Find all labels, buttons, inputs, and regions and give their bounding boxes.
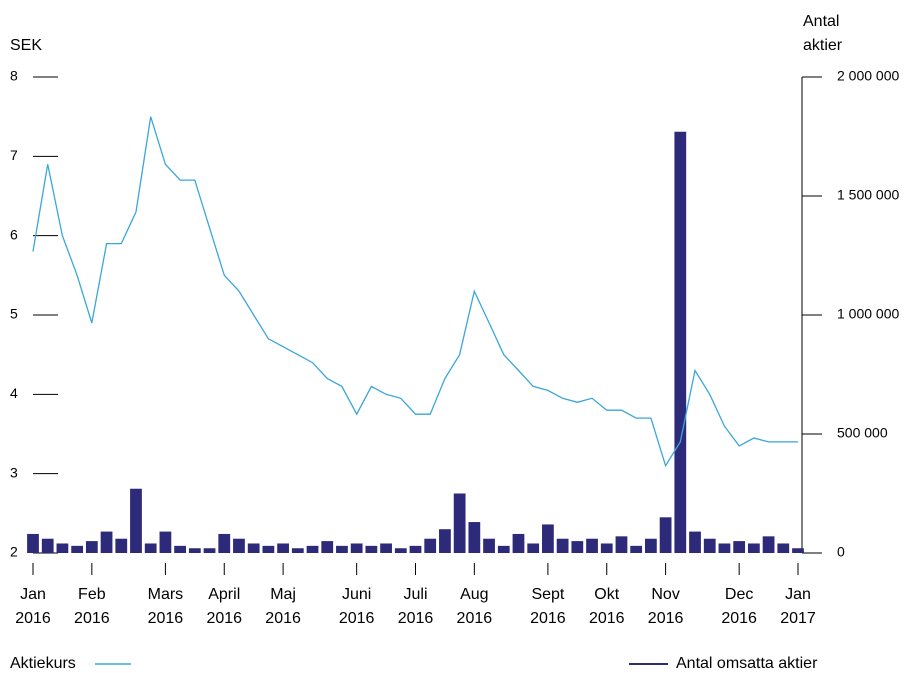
x-tick-label: Maj 2016 — [265, 586, 301, 627]
legend-label: Antal omsatta aktier — [676, 655, 818, 672]
bar — [424, 538, 437, 553]
bar — [174, 545, 186, 553]
legend-label: Aktiekurs — [10, 655, 76, 672]
bar — [689, 531, 701, 553]
x-tick-label: Juni 2016 — [339, 586, 375, 627]
bar — [336, 545, 348, 553]
bar — [306, 545, 319, 553]
y-tick-label: 6 — [10, 226, 18, 242]
bar — [674, 131, 687, 554]
bar — [41, 538, 54, 553]
y2-axis-title: Antal aktier — [803, 13, 843, 54]
y-tick-label: 5 — [10, 306, 18, 322]
bar — [571, 541, 584, 553]
y-tick-label: 2 — [10, 544, 18, 560]
bar — [71, 545, 84, 553]
bar — [56, 543, 69, 553]
bar — [365, 545, 378, 553]
bar — [645, 538, 657, 553]
bar — [600, 543, 613, 553]
bar — [394, 548, 407, 553]
bar — [659, 517, 672, 553]
bar — [747, 543, 760, 553]
y-tick-label: 3 — [10, 464, 18, 480]
bar — [792, 548, 804, 553]
bar — [85, 541, 98, 553]
y2-tick-label: 2 000 000 — [837, 68, 899, 84]
bar — [527, 543, 540, 553]
bar — [321, 541, 334, 553]
bar — [159, 531, 172, 553]
bar — [247, 543, 260, 553]
bar — [130, 488, 142, 553]
x-tick-label: Juli 2016 — [398, 586, 434, 627]
bar — [542, 524, 554, 553]
y2-tick-label: 0 — [837, 544, 845, 560]
x-tick-label: Mars 2016 — [148, 586, 184, 627]
x-tick-label: Sept 2016 — [530, 586, 566, 627]
y-axis-title: SEK — [10, 37, 42, 54]
bar — [350, 543, 363, 553]
x-tick-label: Jan 2017 — [780, 586, 816, 627]
x-tick-label: Aug 2016 — [457, 586, 493, 627]
bar — [718, 543, 731, 553]
x-tick-label: Okt 2016 — [589, 586, 625, 627]
bar — [203, 548, 216, 553]
bar — [453, 493, 466, 553]
bar — [439, 529, 451, 553]
bar — [483, 538, 495, 553]
bar — [556, 538, 569, 553]
bar — [497, 545, 510, 553]
x-tick-label: April 2016 — [206, 586, 242, 627]
bar — [27, 533, 39, 553]
bar — [409, 545, 422, 553]
bar — [115, 538, 128, 553]
bar — [380, 543, 392, 553]
bar — [762, 536, 775, 553]
bar — [777, 543, 790, 553]
y2-tick-label: 1 500 000 — [837, 187, 899, 203]
bar — [468, 522, 481, 553]
x-tick-label: Jan 2016 — [15, 586, 51, 627]
bar — [586, 538, 598, 553]
bar — [218, 533, 231, 553]
y-tick-label: 8 — [10, 68, 18, 84]
bar — [291, 548, 304, 553]
bar — [188, 548, 201, 553]
price-line — [32, 116, 798, 468]
bar — [615, 536, 628, 553]
bar — [630, 545, 643, 553]
y-tick-label: 7 — [10, 147, 18, 163]
y2-tick-label: 1 000 000 — [837, 306, 899, 322]
bar — [262, 545, 275, 553]
bar — [703, 538, 716, 553]
x-tick-label: Feb 2016 — [74, 586, 110, 627]
y-tick-label: 4 — [10, 385, 18, 401]
x-tick-label: Dec 2016 — [721, 586, 757, 627]
bar — [733, 541, 746, 553]
bar — [144, 543, 157, 553]
bar — [277, 543, 289, 553]
bar — [233, 538, 245, 553]
bar — [512, 533, 525, 553]
y2-tick-label: 500 000 — [837, 425, 888, 441]
bar — [100, 531, 113, 553]
x-tick-label: Nov 2016 — [648, 586, 684, 627]
